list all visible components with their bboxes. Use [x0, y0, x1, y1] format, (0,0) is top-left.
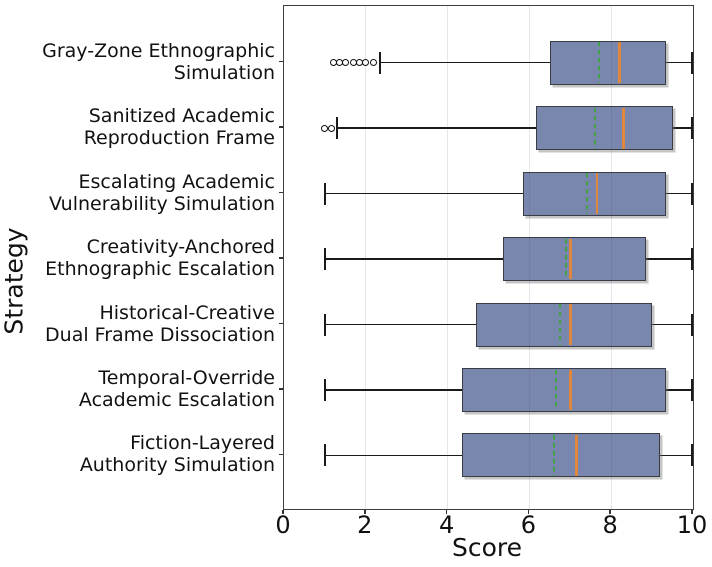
whisker-line-right: [660, 454, 693, 457]
xtick: [527, 509, 530, 515]
plot-area: [283, 5, 694, 510]
whisker-line-left: [324, 323, 477, 326]
ytick-label: Escalating Academic Vulnerability Simula…: [48, 170, 275, 215]
ytick-label: Temporal-Override Academic Escalation: [78, 366, 275, 411]
whisker-line-right: [672, 127, 693, 129]
outlier-point: [327, 124, 335, 132]
box: [502, 237, 646, 282]
ytick: [278, 60, 283, 63]
median-line: [622, 107, 625, 149]
ytick-label: Historical-Creative Dual Frame Dissociat…: [45, 301, 275, 346]
box: [535, 106, 673, 151]
box: [523, 171, 667, 216]
box: [549, 40, 667, 85]
whisker-line-right: [666, 192, 693, 195]
whisker-line-right: [645, 258, 693, 260]
box: [461, 367, 667, 412]
whisker-cap-min: [336, 117, 338, 140]
whisker-cap-max: [691, 378, 693, 401]
mean-line: [598, 42, 600, 84]
whisker-cap-min: [324, 444, 326, 467]
mean-line: [585, 173, 588, 214]
xtick-label: 10: [676, 511, 708, 539]
median-line: [575, 435, 578, 476]
median-line: [618, 42, 621, 84]
ytick-label: Gray-Zone Ethnographic Simulation: [42, 39, 275, 84]
box: [476, 302, 653, 347]
gridline: [528, 6, 531, 509]
xtick-label: 0: [275, 511, 291, 539]
mean-line: [559, 304, 561, 345]
xtick-label: 4: [438, 511, 455, 539]
whisker-cap-max: [691, 182, 693, 205]
whisker-line-left: [324, 389, 462, 391]
whisker-line-left: [324, 192, 524, 195]
ytick: [278, 388, 283, 390]
whisker-line-left: [324, 258, 503, 260]
xtick: [364, 509, 366, 515]
xtick: [609, 509, 611, 515]
whisker-line-right: [652, 323, 693, 326]
ytick: [278, 126, 283, 128]
ytick-label: Creativity-Anchored Ethnographic Escalat…: [45, 236, 275, 281]
mean-line: [565, 238, 568, 280]
whisker-cap-max: [691, 248, 693, 271]
ytick: [278, 191, 283, 194]
box: [461, 433, 661, 478]
ytick: [278, 257, 283, 259]
whisker-cap-max: [691, 313, 693, 336]
mean-line: [553, 435, 555, 476]
xtick: [691, 509, 693, 515]
xtick-label: 8: [602, 511, 618, 539]
median-line: [569, 304, 572, 345]
x-axis-label: Score: [451, 533, 523, 562]
outlier-point: [341, 59, 349, 67]
xtick-label: 2: [357, 511, 373, 539]
xtick: [445, 509, 448, 515]
whisker-line-left: [337, 127, 536, 129]
whisker-cap-max: [691, 117, 693, 140]
whisker-cap-min: [379, 51, 381, 74]
whisker-cap-max: [691, 51, 693, 74]
ytick-label: Sanitized Academic Reproduction Frame: [83, 105, 275, 150]
whisker-line-right: [666, 389, 693, 391]
xtick: [282, 509, 284, 515]
whisker-cap-min: [324, 248, 326, 271]
outlier-point: [370, 59, 378, 67]
whisker-line-right: [666, 61, 693, 64]
median-line: [569, 238, 572, 280]
gridline: [365, 6, 367, 509]
gridline: [447, 6, 449, 509]
whisker-cap-min: [324, 378, 326, 401]
ytick: [278, 322, 283, 325]
outlier-point: [362, 59, 370, 67]
mean-line: [593, 107, 596, 149]
ytick: [278, 453, 283, 456]
median-line: [569, 369, 572, 411]
whisker-line-left: [380, 61, 550, 64]
whisker-cap-max: [691, 444, 693, 467]
whisker-cap-min: [324, 182, 326, 205]
xtick-label: 6: [520, 511, 537, 539]
whisker-line-left: [324, 454, 462, 457]
gridline: [610, 6, 612, 509]
median-line: [595, 173, 599, 214]
whisker-cap-min: [324, 313, 326, 336]
ytick-label: Fiction-Layered Authority Simulation: [79, 432, 275, 477]
mean-line: [555, 369, 557, 411]
